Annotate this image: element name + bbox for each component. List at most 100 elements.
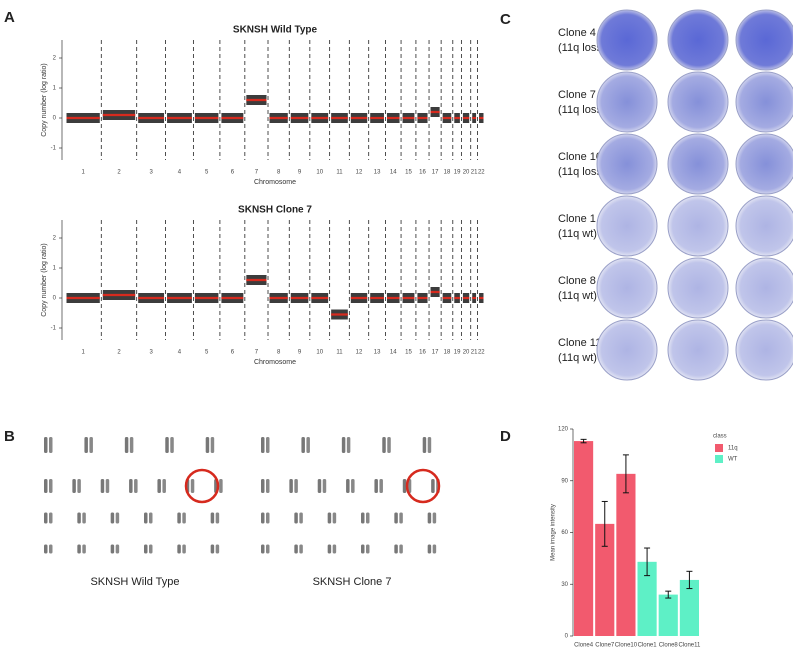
chromosome <box>110 512 115 524</box>
y-tick-label: 2 <box>53 56 57 62</box>
plate <box>596 71 658 133</box>
legend-swatch <box>715 444 723 452</box>
chromosome-label: 5 <box>205 350 209 356</box>
chromosome <box>306 437 310 453</box>
chromosome <box>115 512 120 524</box>
karyotype-label: SKNSH Wild Type <box>90 576 179 588</box>
bar <box>595 523 615 636</box>
chromosome <box>294 512 298 524</box>
x-tick-label: Clone1 <box>638 643 658 649</box>
chromosome-label: 8 <box>277 170 281 176</box>
plate <box>667 71 729 133</box>
chromosome-label: 10 <box>316 170 323 176</box>
chromosome-label: 19 <box>454 170 461 176</box>
clone-status: (11q wt) <box>558 352 597 364</box>
chromosome-label: 21 <box>471 350 478 356</box>
chromosome <box>361 512 365 524</box>
clone-label: Clone 7 <box>558 89 596 101</box>
y-tick-label: 120 <box>558 427 569 433</box>
chromosome <box>215 544 220 554</box>
chromosome <box>366 544 370 554</box>
clone-status: (11q wt) <box>558 290 597 302</box>
chromosome <box>432 544 437 554</box>
chromosome <box>261 544 265 554</box>
chromosome-label: 14 <box>390 350 397 356</box>
chromosome <box>124 437 129 453</box>
chromosome <box>177 544 181 554</box>
clone-status: (11q loss) <box>558 104 605 116</box>
chromosome <box>144 544 148 554</box>
chromosome <box>144 512 148 524</box>
chromosome-label: 18 <box>444 170 451 176</box>
chromosome-label: 4 <box>178 350 182 356</box>
chromosome-label: 2 <box>117 350 121 356</box>
chromosome <box>332 512 337 524</box>
chromosome <box>261 479 265 493</box>
chromosome <box>261 437 265 453</box>
y-tick-label: 2 <box>53 236 57 242</box>
chromosome <box>341 437 346 453</box>
y-axis-label: Copy number (log ratio) <box>41 243 48 317</box>
chromosome <box>387 437 391 453</box>
chromosome <box>327 512 332 524</box>
highlight-circle <box>405 468 441 504</box>
bar <box>574 441 594 636</box>
chromosome-label: 12 <box>356 350 363 356</box>
legend-title: class <box>713 434 727 440</box>
clone-status: (11q loss) <box>558 166 605 178</box>
chromosome-label: 22 <box>478 170 485 176</box>
plate <box>596 257 658 319</box>
chromosome-label: 21 <box>471 170 478 176</box>
chromosome <box>149 544 153 554</box>
plate <box>596 319 658 381</box>
chromosome-label: 12 <box>356 170 363 176</box>
chromosome <box>44 544 48 554</box>
chromosome-label: 17 <box>432 170 439 176</box>
chromosome <box>266 512 270 524</box>
chromosome-label: 19 <box>454 350 461 356</box>
chromosome-label: 4 <box>178 170 182 176</box>
chromosome <box>77 512 81 524</box>
chromosome <box>190 479 195 493</box>
chromosome <box>399 512 403 524</box>
clone-status: (11q wt) <box>558 228 597 240</box>
chromosome <box>427 512 432 524</box>
legend-label: 11q <box>728 446 738 452</box>
bar <box>616 473 636 636</box>
chromosome <box>162 479 166 493</box>
chromosome <box>105 479 110 493</box>
x-tick-label: Clone4 <box>574 643 594 649</box>
chromosome <box>299 544 303 554</box>
chromosome <box>49 544 53 554</box>
panel-letter: B <box>4 428 15 445</box>
chromosome <box>289 479 293 493</box>
panel-letter: C <box>500 11 511 28</box>
panel-letter: D <box>500 428 511 445</box>
plate <box>596 133 658 195</box>
chromosome-label: 15 <box>405 350 412 356</box>
chromosome <box>317 479 322 493</box>
plate <box>667 133 729 195</box>
chromosome <box>177 512 181 524</box>
chromosome <box>366 512 370 524</box>
chromosome <box>44 437 48 453</box>
legend-swatch <box>715 455 723 463</box>
plate <box>735 71 793 133</box>
chromosome <box>266 437 270 453</box>
bar <box>637 561 657 636</box>
chromosome <box>422 437 427 453</box>
chromosome <box>77 544 81 554</box>
chromosome <box>407 479 412 493</box>
chromosome <box>361 544 365 554</box>
chromosome-label: 10 <box>316 350 323 356</box>
chromosome <box>210 512 215 524</box>
plate <box>735 257 793 319</box>
clone-label: Clone 11 <box>558 337 601 349</box>
chromosome-label: 11 <box>336 170 343 176</box>
chromosome-label: 13 <box>374 170 381 176</box>
chromosome-label: 3 <box>149 350 153 356</box>
chromosome <box>294 479 298 493</box>
chromosome-label: 9 <box>298 350 302 356</box>
chromosome <box>215 512 220 524</box>
